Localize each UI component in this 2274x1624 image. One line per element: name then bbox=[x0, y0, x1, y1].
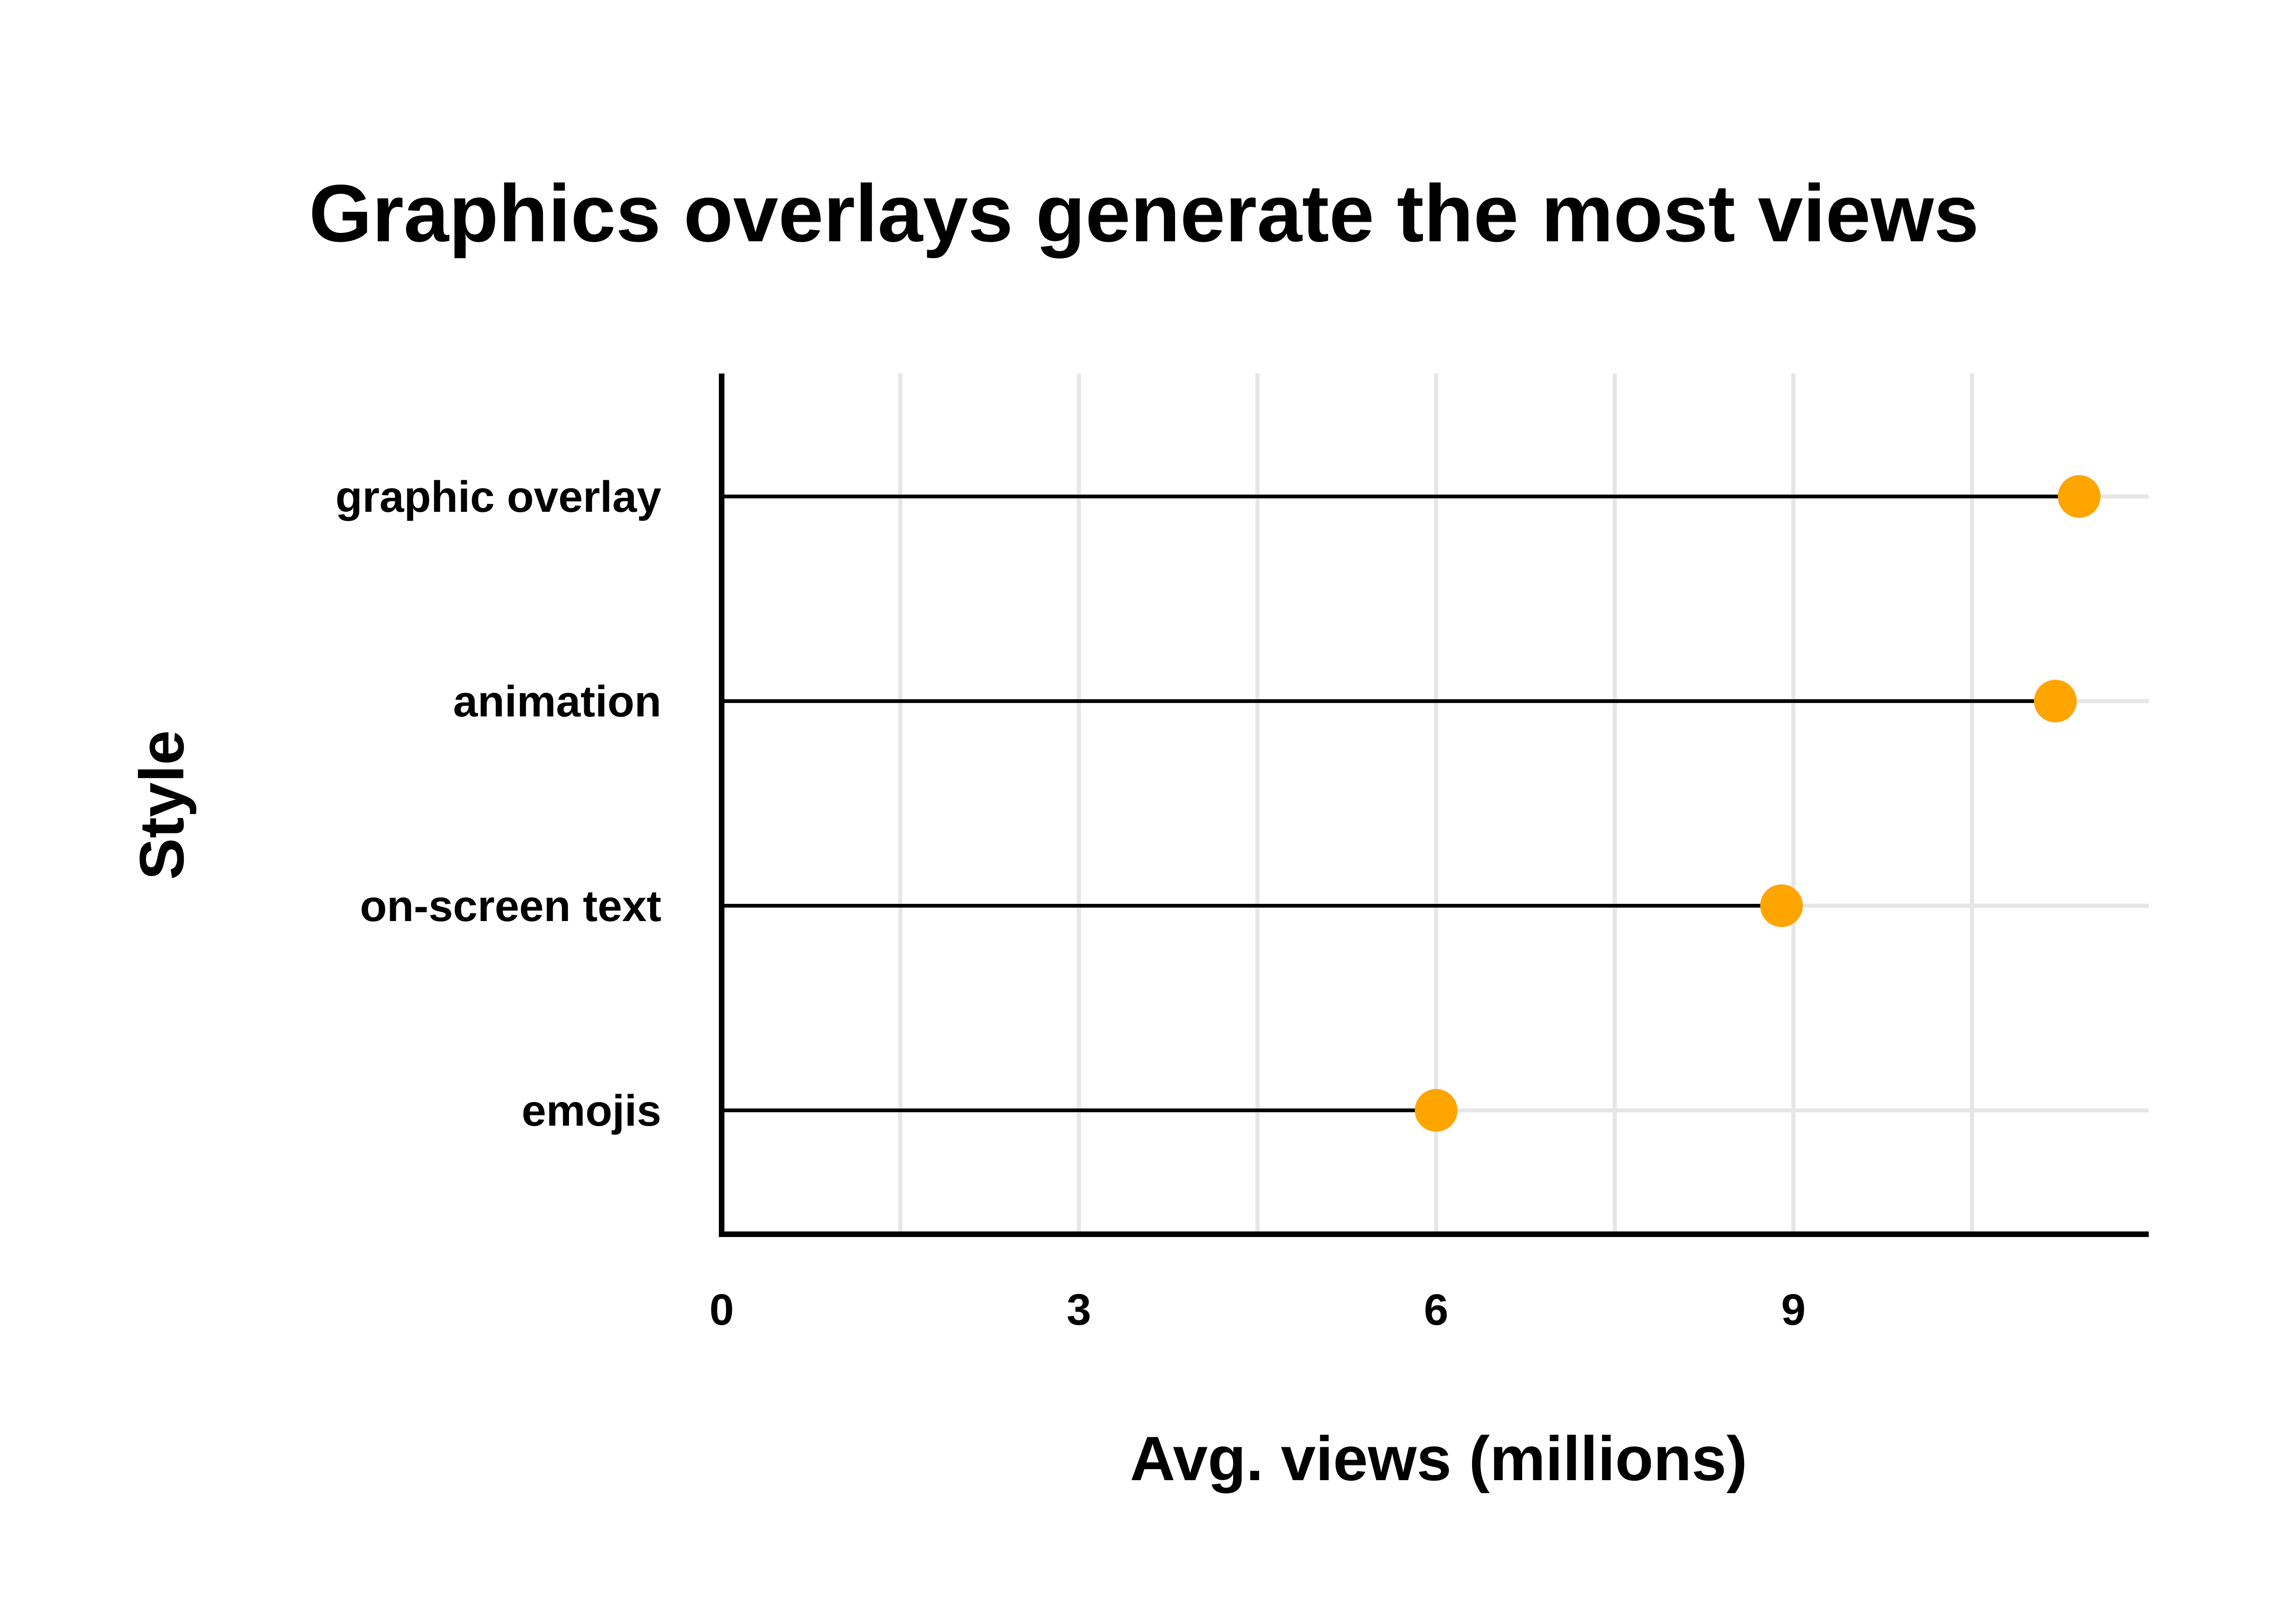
lollipop-point bbox=[2034, 680, 2077, 722]
x-axis-title: Avg. views (millions) bbox=[1130, 1424, 1747, 1494]
lollipop-point bbox=[1415, 1089, 1458, 1132]
x-tick-label: 6 bbox=[1424, 1285, 1448, 1334]
x-tick-label: 3 bbox=[1066, 1285, 1091, 1334]
lollipop-point bbox=[2058, 475, 2101, 518]
x-tick-label: 0 bbox=[710, 1285, 734, 1334]
y-tick-label: animation bbox=[453, 677, 661, 726]
axis-layer bbox=[719, 374, 2149, 1237]
lollipop-point bbox=[1760, 884, 1803, 927]
y-tick-label: graphic overlay bbox=[336, 472, 661, 522]
stem-layer bbox=[722, 495, 2080, 1112]
x-tick-label: 9 bbox=[1781, 1285, 1806, 1334]
y-tick-label: on-screen text bbox=[360, 882, 661, 931]
chart-title: Graphics overlays generate the most view… bbox=[309, 168, 1979, 259]
y-tick-label: emojis bbox=[522, 1086, 661, 1135]
y-axis-title: Style bbox=[127, 730, 197, 880]
label-layer: graphic overlay animation on-screen text em… bbox=[336, 472, 1806, 1334]
point-layer bbox=[1415, 475, 2101, 1132]
